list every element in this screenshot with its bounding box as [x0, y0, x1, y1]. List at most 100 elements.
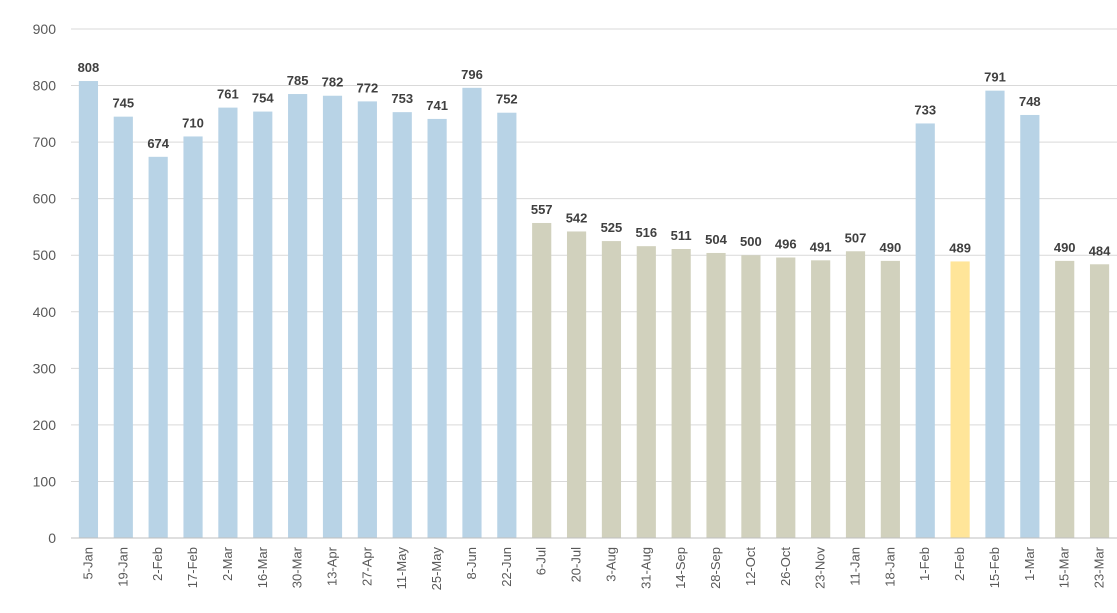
data-label: 782 — [322, 75, 344, 90]
data-label: 753 — [391, 91, 413, 106]
bar-27-apr — [357, 101, 377, 538]
x-tick-label: 31-Aug — [638, 547, 653, 589]
x-tick-label: 30-Mar — [290, 546, 305, 588]
bar-5-jan — [78, 81, 99, 538]
bar-19-jan — [113, 116, 133, 539]
x-tick-label: 17-Feb — [185, 547, 200, 588]
x-tick-label: 14-Sep — [673, 547, 688, 589]
x-tick-label: 28-Sep — [708, 547, 723, 589]
data-label: 507 — [845, 230, 867, 245]
data-label: 754 — [252, 91, 274, 106]
y-tick-label: 500 — [33, 247, 57, 263]
bar-23-mar — [1089, 264, 1110, 538]
y-tick-label: 100 — [33, 473, 57, 489]
x-tick-label: 2-Feb — [150, 547, 165, 581]
data-label: 808 — [78, 60, 100, 75]
bar-1-mar — [1020, 114, 1040, 538]
data-label: 557 — [531, 202, 553, 217]
bar-26-oct — [776, 257, 796, 538]
x-tick-label: 2-Mar — [220, 546, 235, 581]
data-label: 490 — [1054, 240, 1076, 255]
bar-13-apr — [322, 95, 343, 538]
y-tick-label: 800 — [33, 78, 57, 94]
bar-14-sep — [671, 249, 691, 539]
bar-2-feb — [148, 156, 168, 538]
x-tick-label: 13-Apr — [325, 546, 340, 586]
y-tick-label: 200 — [33, 417, 57, 433]
bar-28-sep — [706, 252, 726, 538]
bar-16-mar — [253, 111, 273, 539]
bars — [78, 81, 1110, 539]
y-tick-label: 0 — [48, 530, 56, 546]
bar-6-jul — [532, 222, 552, 539]
data-label: 489 — [949, 240, 971, 255]
x-tick-label: 2-Feb — [952, 547, 967, 581]
bar-11-may — [392, 112, 412, 539]
bar-3-aug — [601, 241, 622, 539]
x-tick-label: 15-Feb — [987, 547, 1002, 588]
data-label: 500 — [740, 234, 762, 249]
data-label: 484 — [1089, 243, 1111, 258]
bar-11-jan — [845, 251, 866, 538]
bar-12-oct — [741, 255, 761, 538]
y-tick-label: 600 — [33, 191, 57, 207]
data-label: 761 — [217, 87, 239, 102]
x-tick-label: 8-Jun — [464, 547, 479, 580]
data-label: 745 — [112, 96, 134, 111]
data-label: 511 — [671, 228, 692, 243]
bar-30-mar — [288, 94, 308, 539]
data-label: 741 — [426, 98, 448, 113]
x-tick-label: 3-Aug — [603, 547, 618, 582]
data-label: 791 — [984, 70, 1006, 85]
bar-2-feb — [950, 261, 970, 538]
x-tick-label: 1-Feb — [917, 547, 932, 581]
x-tick-label: 6-Jul — [534, 547, 549, 575]
gridlines — [71, 28, 1117, 482]
data-label: 752 — [496, 92, 518, 107]
x-tick-label: 18-Jan — [882, 547, 897, 587]
y-tick-label: 300 — [33, 360, 57, 376]
x-tick-label: 23-Nov — [813, 547, 828, 589]
y-tick-label: 900 — [33, 21, 57, 37]
data-label: 710 — [182, 115, 204, 130]
y-tick-label: 700 — [33, 134, 57, 150]
bar-22-jun — [497, 112, 517, 539]
data-label: 748 — [1019, 94, 1041, 109]
bar-2-mar — [218, 107, 238, 539]
data-label: 796 — [461, 67, 483, 82]
data-label: 496 — [775, 236, 797, 251]
data-label: 525 — [601, 220, 623, 235]
bar-31-aug — [636, 246, 656, 538]
x-tick-label: 15-Mar — [1057, 546, 1072, 588]
data-label: 785 — [287, 73, 309, 88]
x-tick-label: 5-Jan — [80, 547, 95, 580]
bar-20-jul — [566, 231, 587, 539]
data-label: 504 — [705, 232, 727, 247]
x-tick-label: 19-Jan — [115, 547, 130, 587]
bar-15-feb — [985, 90, 1005, 538]
bar-8-jun — [462, 87, 482, 538]
x-tick-label: 11-Jan — [848, 547, 863, 586]
y-tick-label: 400 — [33, 304, 57, 320]
data-label: 516 — [635, 225, 657, 240]
x-tick-label: 16-Mar — [255, 546, 270, 588]
x-tick-label: 11-May — [394, 547, 409, 590]
bar-23-nov — [811, 260, 831, 538]
data-label: 674 — [147, 136, 169, 151]
x-tick-label: 1-Mar — [1022, 546, 1037, 581]
bar-18-jan — [880, 260, 900, 538]
data-label: 491 — [810, 239, 832, 254]
x-tick-label: 23-Mar — [1092, 546, 1107, 588]
data-label: 733 — [914, 102, 936, 117]
x-tick-label: 20-Jul — [569, 547, 584, 583]
bar-17-feb — [183, 136, 203, 538]
bar-1-feb — [915, 123, 935, 538]
bar-25-may — [427, 118, 447, 538]
data-label: 490 — [880, 240, 902, 255]
x-tick-label: 26-Oct — [778, 547, 793, 586]
x-tick-label: 12-Oct — [743, 547, 758, 586]
x-axis-ticks: 5-Jan 19-Jan 2-Feb 17-Feb 2-Mar 16-Mar 30-Mar 1… — [80, 546, 1106, 590]
bar-15-mar — [1055, 260, 1075, 538]
x-tick-label: 25-May — [429, 547, 444, 591]
